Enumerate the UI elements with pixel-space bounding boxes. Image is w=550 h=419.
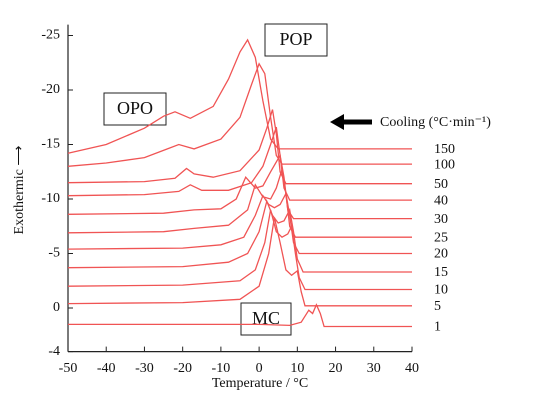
x-tick-label: -30	[135, 361, 154, 376]
series-label: 10	[434, 283, 448, 298]
series-label: 20	[434, 247, 448, 262]
curve	[67, 191, 412, 255]
x-tick-label: -20	[173, 361, 192, 376]
curve	[67, 126, 412, 201]
series-label: 100	[434, 157, 455, 172]
annotation: OPO	[117, 98, 153, 118]
y-tick-label: -4	[48, 344, 60, 359]
annotation: MC	[252, 308, 280, 328]
series-label: 30	[434, 212, 448, 227]
curve	[67, 169, 412, 238]
cooling-arrow-head	[330, 114, 344, 130]
y-tick-label: 0	[53, 300, 60, 315]
y-tick-label: -25	[41, 28, 60, 43]
x-tick-label: 0	[256, 361, 263, 376]
series-label: 40	[434, 193, 448, 208]
x-tick-label: 40	[405, 361, 419, 376]
x-tick-label: -40	[97, 361, 116, 376]
series-label: 150	[434, 142, 455, 157]
series-label: 5	[434, 299, 441, 314]
curve	[67, 217, 412, 307]
y-tick-label: -20	[41, 82, 60, 97]
mc-box	[240, 302, 292, 336]
curve	[67, 109, 412, 185]
legend-title: Cooling (°C·min⁻¹)	[380, 115, 491, 130]
y-tick-label: -5	[48, 246, 60, 261]
series-label: 15	[434, 265, 448, 280]
pop-box	[264, 23, 328, 57]
y-axis-label: Exothermic ⟶	[12, 146, 27, 235]
curve	[67, 209, 412, 291]
x-tick-label: 20	[329, 361, 343, 376]
series-label: 1	[434, 320, 441, 335]
x-tick-label: 10	[290, 361, 304, 376]
opo-box	[103, 92, 167, 126]
annotation: POP	[279, 29, 312, 49]
x-tick-label: 30	[367, 361, 381, 376]
curve	[67, 38, 412, 154]
series-label: 50	[434, 177, 448, 192]
y-tick-label: -10	[41, 191, 60, 206]
x-tick-label: -50	[59, 361, 78, 376]
y-tick-label: -15	[41, 137, 60, 152]
curve	[68, 303, 412, 328]
series-label: 25	[434, 230, 448, 245]
x-tick-label: -10	[212, 361, 231, 376]
x-axis-label: Temperature / °C	[212, 376, 308, 391]
